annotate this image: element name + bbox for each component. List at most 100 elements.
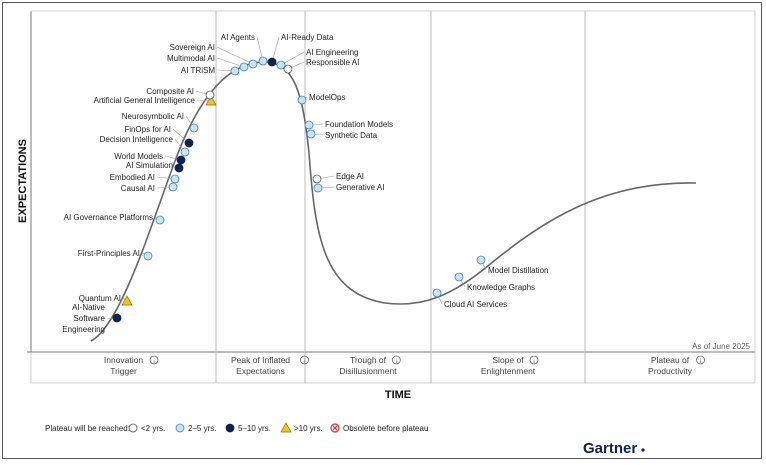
label-quantum-ai: Quantum AI xyxy=(79,294,121,303)
marker-generative-ai[interactable] xyxy=(313,183,323,193)
marker-modelops[interactable] xyxy=(297,95,307,105)
info-icon[interactable]: i xyxy=(149,355,159,365)
phase-label-line: Trigger xyxy=(110,366,137,376)
marker-world-models[interactable] xyxy=(176,155,186,165)
label-synthetic-data: Synthetic Data xyxy=(325,131,378,140)
leader-line xyxy=(280,51,305,66)
phase-label-line: Expectations xyxy=(236,366,285,376)
hype-curve xyxy=(90,61,697,342)
marker-multimodal-ai[interactable] xyxy=(239,62,249,72)
marker-first-principles-ai[interactable] xyxy=(143,251,153,261)
gartner-logo-dot xyxy=(641,448,645,452)
phase-label-line: Peak of Inflated xyxy=(231,355,290,365)
legend-item-obsolete: Obsolete before plateau xyxy=(330,423,428,433)
marker-knowledge-graphs[interactable] xyxy=(454,272,464,282)
marker-ai-simulation[interactable] xyxy=(174,163,184,173)
marker-foundation-models[interactable] xyxy=(304,120,314,130)
marker-ai-governance-platforms[interactable] xyxy=(155,215,165,225)
marker-artificial-general-intelligence[interactable] xyxy=(205,95,217,106)
marker-model-distillation[interactable] xyxy=(476,255,486,265)
label-sovereign-ai: Sovereign AI xyxy=(170,43,215,52)
legend-item-2to5: 2–5 yrs. xyxy=(175,423,216,433)
label-knowledge-graphs: Knowledge Graphs xyxy=(467,283,535,292)
marker-neurosymbolic-ai[interactable] xyxy=(189,123,199,133)
label-ai-native-software-engineering: AI-Native Software Engineering xyxy=(62,303,105,334)
phase-label-line: Trough of xyxy=(350,355,387,365)
label-ai-governance-platforms: AI Governance Platforms xyxy=(64,213,153,222)
legend-item-gt10: >10 yrs. xyxy=(280,422,323,433)
legend: Plateau will be reached: <2 yrs. 2–5 yrs. 5… xyxy=(45,422,428,433)
legend-label: >10 yrs. xyxy=(294,424,323,433)
marker-responsible-ai[interactable] xyxy=(283,64,293,74)
legend-marker-5to10 xyxy=(225,423,235,433)
label-modelops: ModelOps xyxy=(309,93,345,102)
legend-marker-2to5 xyxy=(175,423,185,433)
info-icon[interactable]: i xyxy=(300,355,309,365)
marker-synthetic-data[interactable] xyxy=(306,129,316,139)
label-edge-ai: Edge AI xyxy=(336,172,364,181)
marker-causal-ai[interactable] xyxy=(168,182,178,192)
svg-text:i: i xyxy=(533,359,534,365)
phase-label-line: Slope of xyxy=(492,355,524,365)
marker-edge-ai[interactable] xyxy=(312,174,322,184)
label-finops-for-ai: FinOps for AI xyxy=(124,125,171,134)
legend-label: <2 yrs. xyxy=(141,424,165,433)
legend-item-lt2: <2 yrs. xyxy=(128,423,165,433)
phase-label-line: Innovation xyxy=(104,355,143,365)
marker-ai-engineering[interactable] xyxy=(276,60,286,70)
hype-cycle-frame: AI-Native Software Engineering Quantum AI Fi… xyxy=(2,2,762,459)
svg-text:i: i xyxy=(396,359,397,365)
label-world-models: World Models xyxy=(114,152,163,161)
label-ai-trism: AI TRiSM xyxy=(181,66,215,75)
marker-cloud-ai-services[interactable] xyxy=(432,288,442,298)
info-icon[interactable]: i xyxy=(696,355,705,365)
svg-text:i: i xyxy=(700,359,701,365)
svg-text:i: i xyxy=(304,359,305,365)
label-first-principles-ai: First-Principles AI xyxy=(78,249,140,258)
svg-text:i: i xyxy=(153,359,154,365)
point-markers xyxy=(112,56,486,323)
leader-line xyxy=(216,46,254,65)
legend-title: Plateau will be reached: xyxy=(45,424,130,433)
marker-composite-ai[interactable] xyxy=(205,90,215,100)
label-cloud-ai-services: Cloud AI Services xyxy=(444,300,507,309)
marker-ai-trism[interactable] xyxy=(230,66,240,76)
label-embodied-ai: Embodied AI xyxy=(110,173,155,182)
marker-ai-agents[interactable] xyxy=(258,56,268,66)
phase-label-line: Disillusionment xyxy=(339,366,397,376)
label-ai-ready-data: AI-Ready Data xyxy=(281,33,334,42)
legend-marker-gt10 xyxy=(280,422,292,433)
marker-decision-intelligence[interactable] xyxy=(180,147,190,157)
label-neurosymbolic-ai: Neurosymbolic AI xyxy=(122,112,184,121)
label-multimodal-ai: Multimodal AI xyxy=(167,54,215,63)
label-ai-simulation: AI Simulation xyxy=(126,161,173,170)
marker-ai-native-software-engineering[interactable] xyxy=(112,313,122,323)
label-composite-ai: Composite AI xyxy=(146,87,194,96)
label-leader-lines xyxy=(106,36,487,320)
y-axis-label: EXPECTATIONS xyxy=(17,139,29,223)
marker-ai-ready-data[interactable] xyxy=(267,57,277,67)
label-model-distillation: Model Distillation xyxy=(488,266,548,275)
marker-finops-for-ai[interactable] xyxy=(184,138,194,148)
marker-sovereign-ai[interactable] xyxy=(248,59,258,69)
label-artificial-general-intelligence: Artificial General Intelligence xyxy=(94,96,196,105)
plot-grid xyxy=(27,10,756,384)
marker-quantum-ai[interactable] xyxy=(121,295,133,306)
info-icon[interactable]: i xyxy=(529,355,539,365)
legend-label: 5–10 yrs. xyxy=(238,424,271,433)
info-icon[interactable]: i xyxy=(391,355,401,365)
marker-embodied-ai[interactable] xyxy=(170,174,180,184)
legend-label: Obsolete before plateau xyxy=(343,424,428,433)
label-decision-intelligence: Decision Intelligence xyxy=(100,135,174,144)
legend-marker-lt2 xyxy=(128,423,138,433)
as-of-note: As of June 2025 xyxy=(692,342,750,351)
leader-line xyxy=(216,57,245,68)
label-responsible-ai: Responsible AI xyxy=(306,58,359,67)
phase-label-line: Enlightenment xyxy=(481,366,536,376)
